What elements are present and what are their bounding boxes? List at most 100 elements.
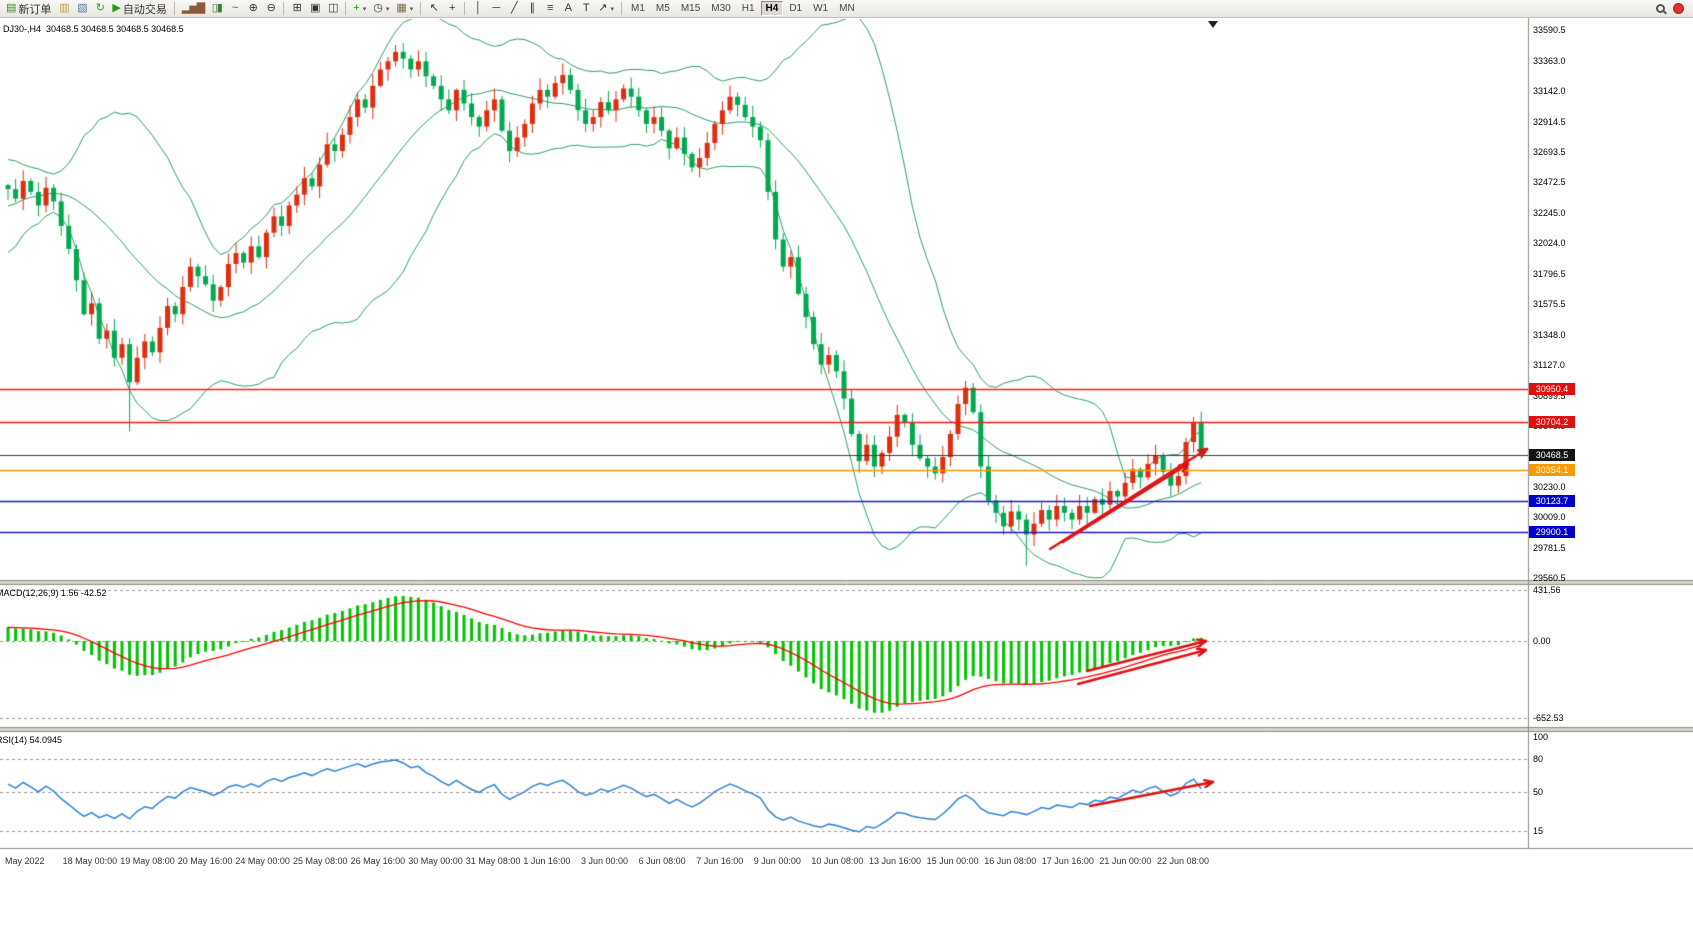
- timeframe-m15-button[interactable]: M15: [680, 3, 701, 14]
- chart-canvas[interactable]: [0, 18, 1693, 938]
- templates-icon: ▦: [396, 2, 406, 14]
- time-tick-label: 16 Jun 08:00: [984, 856, 1037, 866]
- refresh-icon[interactable]: ↻: [91, 1, 108, 17]
- cascade-windows-icon[interactable]: ▣: [306, 1, 323, 17]
- time-tick-label: 30 May 00:00: [408, 856, 463, 866]
- vertical-line-icon: │: [474, 2, 482, 14]
- templates-icon[interactable]: ▦ ▾: [393, 1, 416, 17]
- price-tick-label: 32693.5: [1533, 146, 1566, 157]
- time-tick-label: 6 Jun 08:00: [638, 856, 686, 866]
- vertical-line-icon[interactable]: │: [469, 1, 486, 17]
- arrows-icon: ↗: [598, 2, 607, 14]
- macd-tick-label: 431.56: [1533, 584, 1561, 595]
- zoom-out-icon[interactable]: ⊖: [262, 1, 279, 17]
- time-tick-label: 1 Jun 16:00: [523, 856, 571, 866]
- text-label-icon[interactable]: T: [577, 1, 594, 17]
- toolbar-separator: [464, 2, 466, 15]
- price-tick-label: 31796.5: [1533, 268, 1566, 279]
- autotrading-button-label: 自动交易: [122, 3, 167, 16]
- line-chart-icon[interactable]: ~: [226, 1, 243, 17]
- price-tick-label: 31348.0: [1533, 329, 1566, 340]
- price-tick-label: 29560.5: [1533, 573, 1566, 583]
- time-tick-label: 20 May 16:00: [177, 856, 233, 866]
- time-tick-label: 17 Jun 16:00: [1041, 856, 1094, 866]
- price-tick-label: 30009.0: [1533, 512, 1566, 522]
- price-tick-label: 30230.0: [1533, 481, 1566, 492]
- timeframe-m5-button[interactable]: M5: [655, 3, 670, 14]
- horizontal-line-icon: ─: [492, 2, 500, 14]
- time-tick-label: 13 Jun 16:00: [869, 856, 922, 866]
- cursor-icon[interactable]: ↖: [425, 1, 442, 17]
- level-price-badge: 29900.1: [1529, 525, 1575, 538]
- symbol-title: DJ30-,H4 30468.5 30468.5 30468.5 30468.5: [3, 24, 184, 34]
- timeframe-h1-button[interactable]: H1: [741, 3, 755, 14]
- new-order-button[interactable]: ▤ 新订单: [3, 1, 54, 17]
- price-tick-label: 32245.0: [1533, 207, 1566, 218]
- crosshair-icon[interactable]: +: [443, 1, 460, 17]
- time-tick-label: 22 Jun 08:00: [1157, 856, 1210, 866]
- fibonacci-icon: ≡: [547, 2, 554, 14]
- periods-icon: ◷: [373, 2, 383, 14]
- timeframe-mn-button[interactable]: MN: [839, 3, 855, 14]
- new-order-icon: ▤: [6, 2, 16, 14]
- text-label-icon: T: [582, 2, 590, 14]
- candlestick-chart-icon[interactable]: ▯▮: [208, 1, 225, 17]
- chart-area: DJ30-,H4 30468.5 30468.5 30468.5 30468.5…: [0, 18, 1693, 938]
- market-watch-icon[interactable]: ▥: [55, 1, 72, 17]
- new-order-button-label: 新订单: [18, 3, 52, 16]
- toolbar: ▤ 新订单 ▥ ▧ ↻ ▶ 自动交易 ▂▅▇ ▯▮ ~ ⊕ ⊖ ⊞ ▣ ◫ + ▾ ◷ ▾ ▦ ▾ ↖ + │ ─ ╱ ∥ ≡ A T ↗ ▾…: [0, 0, 1693, 18]
- horizontal-line-icon[interactable]: ─: [487, 1, 504, 17]
- channel-icon[interactable]: ∥: [523, 1, 540, 17]
- refresh-icon: ↻: [95, 2, 105, 14]
- timeframe-m30-button[interactable]: M30: [711, 3, 731, 14]
- toolbar-separator: [621, 2, 622, 15]
- fibonacci-icon[interactable]: ≡: [541, 1, 558, 17]
- crosshair-icon: +: [449, 2, 456, 14]
- level-price-badge: 30704.2: [1529, 416, 1575, 429]
- price-tick-label: 32914.5: [1533, 116, 1566, 127]
- bar-chart-icon[interactable]: ▂▅▇: [179, 1, 207, 17]
- tile-windows-icon[interactable]: ⊞: [288, 1, 305, 17]
- time-tick-label: 25 May 08:00: [293, 856, 348, 866]
- timeframe-d1-button[interactable]: D1: [789, 3, 803, 14]
- toolbar-separator: [173, 2, 175, 15]
- zoom-out-icon: ⊖: [266, 2, 276, 14]
- periods-icon[interactable]: ◷ ▾: [370, 1, 392, 17]
- data-window-icon[interactable]: ▧: [73, 1, 90, 17]
- time-tick-label: 10 Jun 08:00: [811, 856, 864, 866]
- indicators-icon[interactable]: + ▾: [350, 1, 369, 17]
- toolbar-separator: [283, 2, 285, 15]
- text-icon: A: [564, 2, 572, 14]
- timeframe-m1-button[interactable]: M1: [631, 3, 645, 14]
- zoom-in-icon[interactable]: ⊕: [244, 1, 261, 17]
- time-tick-label: 15 Jun 00:00: [926, 856, 979, 866]
- arrows-icon[interactable]: ↗ ▾: [595, 1, 617, 17]
- cursor-icon: ↖: [429, 2, 439, 14]
- autotrading-icon: ▶: [112, 2, 121, 14]
- rsi-tick-label: 50: [1533, 787, 1544, 798]
- time-tick-label: 9 Jun 00:00: [753, 856, 801, 866]
- macd-tick-label: -652.53: [1533, 713, 1564, 724]
- macd-tick-label: 0.00: [1533, 636, 1551, 646]
- autotrading-button[interactable]: ▶ 自动交易: [109, 1, 169, 17]
- rsi-indicator-label: RSI(14) 54.0945: [0, 735, 63, 745]
- time-tick-label: 24 May 00:00: [235, 856, 290, 866]
- search-icon[interactable]: [1656, 4, 1665, 13]
- toolbar-separator: [420, 2, 422, 15]
- timeframe-h4-button[interactable]: H4: [760, 1, 784, 16]
- arrange-windows-icon: ◫: [328, 2, 338, 14]
- text-icon[interactable]: A: [559, 1, 576, 17]
- chart-shift-marker[interactable]: [1208, 21, 1218, 28]
- price-tick-label: 33590.5: [1533, 25, 1566, 35]
- notification-badge[interactable]: [1673, 3, 1684, 14]
- toolbar-separator: [345, 2, 347, 15]
- price-tick-label: 32024.0: [1533, 238, 1566, 248]
- arrange-windows-icon[interactable]: ◫: [324, 1, 341, 17]
- cascade-windows-icon: ▣: [310, 2, 320, 14]
- price-tick-label: 33363.0: [1533, 55, 1566, 66]
- trendline-icon[interactable]: ╱: [505, 1, 522, 17]
- time-tick-label: 19 May 08:00: [120, 856, 175, 866]
- caret-down-icon: ▾: [385, 5, 390, 13]
- timeframe-w1-button[interactable]: W1: [813, 3, 829, 14]
- market-watch-icon: ▥: [59, 2, 69, 14]
